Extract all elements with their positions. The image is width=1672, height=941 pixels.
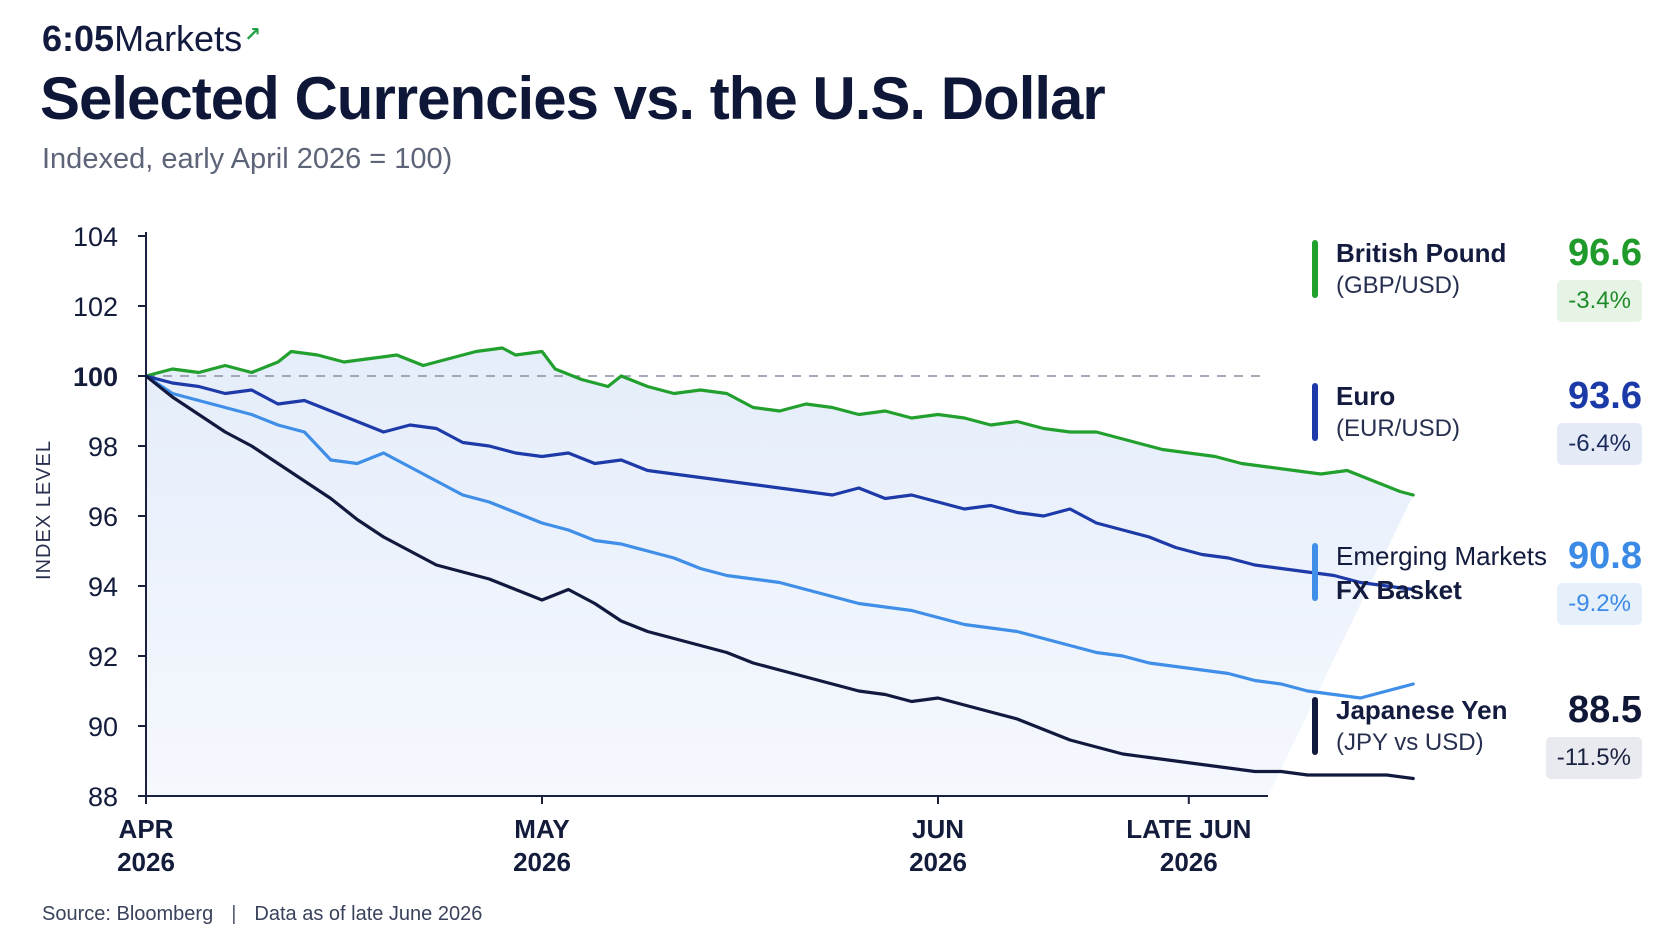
legend-color-bar — [1312, 543, 1318, 601]
y-tick-label: 92 — [88, 642, 118, 672]
chart-title: Selected Currencies vs. the U.S. Dollar — [40, 65, 1106, 132]
legend-change-badge: -11.5% — [1545, 737, 1642, 779]
y-tick-label: 94 — [88, 572, 118, 602]
brand-name: Markets — [114, 18, 243, 59]
x-tick-label: JUN 2026 — [909, 814, 967, 877]
y-tick-label: 104 — [73, 222, 118, 252]
data-date-text: Data as of late June 2026 — [254, 903, 483, 925]
y-tick-label: 102 — [73, 292, 118, 322]
legend-name: Euro — [1336, 381, 1396, 411]
legend-change-badge: -9.2% — [1557, 583, 1642, 625]
x-tick-label: LATE JUN 2026 — [1126, 814, 1251, 877]
x-tick-label: APR 2026 — [117, 814, 175, 877]
brand-number: 6:05 — [42, 18, 115, 59]
y-tick-label: 88 — [88, 782, 118, 812]
legend-value: 93.6 — [1568, 375, 1642, 417]
series-line-emerging-markets — [144, 374, 1415, 700]
legend-color-bar — [1312, 383, 1318, 441]
legend-value: 96.6 — [1568, 232, 1642, 274]
series-line-british-pound — [144, 346, 1415, 497]
legend-item-japanese-yen: Japanese Yen (JPY vs USD) 88.5 -11.5% — [1312, 689, 1642, 795]
legend-change-badge: -3.4% — [1557, 280, 1642, 322]
legend-subtitle: (GBP/USD) — [1336, 272, 1461, 299]
legend-subtitle: FX Basket — [1336, 575, 1462, 605]
series-line-japanese-yen — [144, 374, 1415, 781]
legend-name: British Pound — [1336, 238, 1507, 268]
legend-value: 90.8 — [1568, 535, 1642, 577]
legend-item-emerging-markets: Emerging Markets FX Basket 90.8 -9.2% — [1312, 535, 1642, 641]
y-axis-label: INDEX LEVEL — [33, 440, 55, 580]
chart-subtitle: Indexed, early April 2026 = 100) — [42, 143, 453, 175]
legend-subtitle: (JPY vs USD) — [1336, 729, 1484, 756]
y-tick-label: 96 — [88, 502, 118, 532]
y-tick-label: 90 — [88, 712, 118, 742]
series-line-euro — [144, 374, 1415, 592]
source-line: Source: Bloomberg | Data as of late June 2… — [42, 903, 482, 926]
brand-logo: 6:05Markets ↗ — [42, 18, 261, 60]
legend-name: Japanese Yen — [1336, 695, 1508, 725]
legend-value: 88.5 — [1568, 689, 1642, 731]
x-tick-label: MAY 2026 — [513, 814, 571, 877]
legend-color-bar — [1312, 697, 1318, 755]
source-separator: | — [231, 903, 237, 925]
y-tick-label: 98 — [88, 432, 118, 462]
legend-subtitle: (EUR/USD) — [1336, 415, 1460, 442]
y-tick-label: 100 — [73, 362, 118, 392]
legend-name: Emerging Markets — [1336, 541, 1547, 571]
legend-item-british-pound: British Pound (GBP/USD) 96.6 -3.4% — [1312, 232, 1642, 338]
arrow-up-right-icon: ↗ — [244, 24, 261, 46]
legend-change-badge: -6.4% — [1557, 423, 1642, 465]
source-text: Source: Bloomberg — [42, 903, 214, 925]
legend-item-euro: Euro (EUR/USD) 93.6 -6.4% — [1312, 375, 1642, 481]
shaded-area — [146, 348, 1414, 796]
legend-color-bar — [1312, 240, 1318, 298]
